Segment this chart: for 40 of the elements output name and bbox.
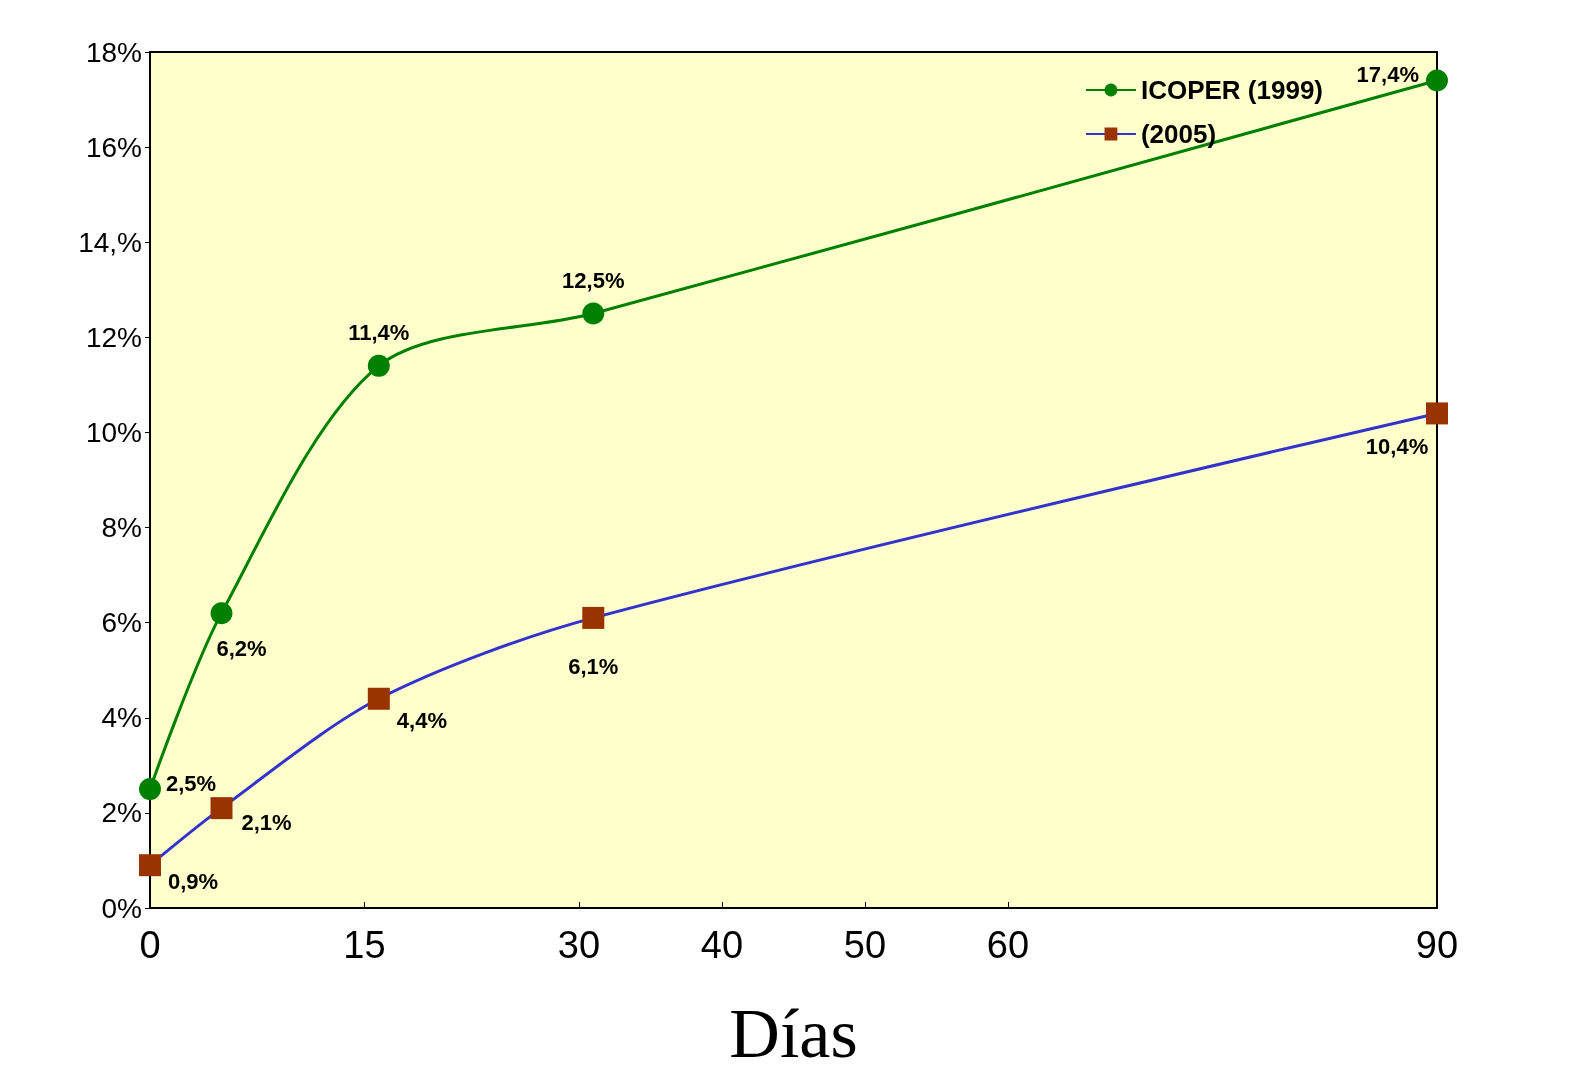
data-label: 2,5% (166, 770, 217, 796)
y-tick-label: 10% (85, 416, 142, 448)
y-tick-label: 14,% (78, 226, 142, 258)
x-tick-label: 30 (557, 924, 601, 966)
x-tick-label: 15 (343, 924, 386, 966)
x-tick-label: 90 (1415, 924, 1459, 966)
point (1426, 69, 1448, 92)
point (139, 854, 161, 877)
point (1426, 402, 1448, 425)
data-label: 10,4% (1365, 433, 1429, 459)
point (582, 302, 605, 325)
legend-label: (2005) (1140, 119, 1217, 149)
data-label: 6,2% (216, 635, 267, 661)
x-axis-title: Días (729, 994, 858, 1072)
point (582, 606, 605, 629)
y-tick-label: 16% (85, 131, 142, 163)
point (139, 778, 161, 801)
y-tick-label: 4% (101, 702, 142, 734)
y-tick-label: 12% (85, 321, 142, 353)
y-tick-label: 6% (101, 607, 142, 639)
data-label: 2,1% (241, 809, 292, 835)
y-tick-label: 8% (101, 512, 142, 544)
point (210, 602, 233, 625)
x-tick-label: 50 (843, 924, 887, 966)
data-label: 17,4% (1356, 62, 1419, 88)
point (367, 354, 390, 377)
y-tick-label: 2% (101, 797, 142, 829)
legend-label: ICOPER (1999) (1140, 75, 1324, 105)
data-label: 12,5% (562, 268, 625, 294)
x-tick-label: 40 (700, 924, 744, 966)
data-label: 0,9% (168, 868, 219, 894)
point (210, 797, 233, 820)
x-tick-label: 60 (986, 924, 1030, 966)
data-label: 6,1% (568, 654, 619, 680)
point (367, 687, 390, 710)
data-label: 4,4% (396, 708, 447, 734)
y-tick-label: 0% (101, 892, 142, 924)
y-tick-label: 18% (85, 36, 142, 68)
x-tick-label: 0 (139, 924, 161, 966)
data-label: 11,4% (348, 320, 410, 346)
